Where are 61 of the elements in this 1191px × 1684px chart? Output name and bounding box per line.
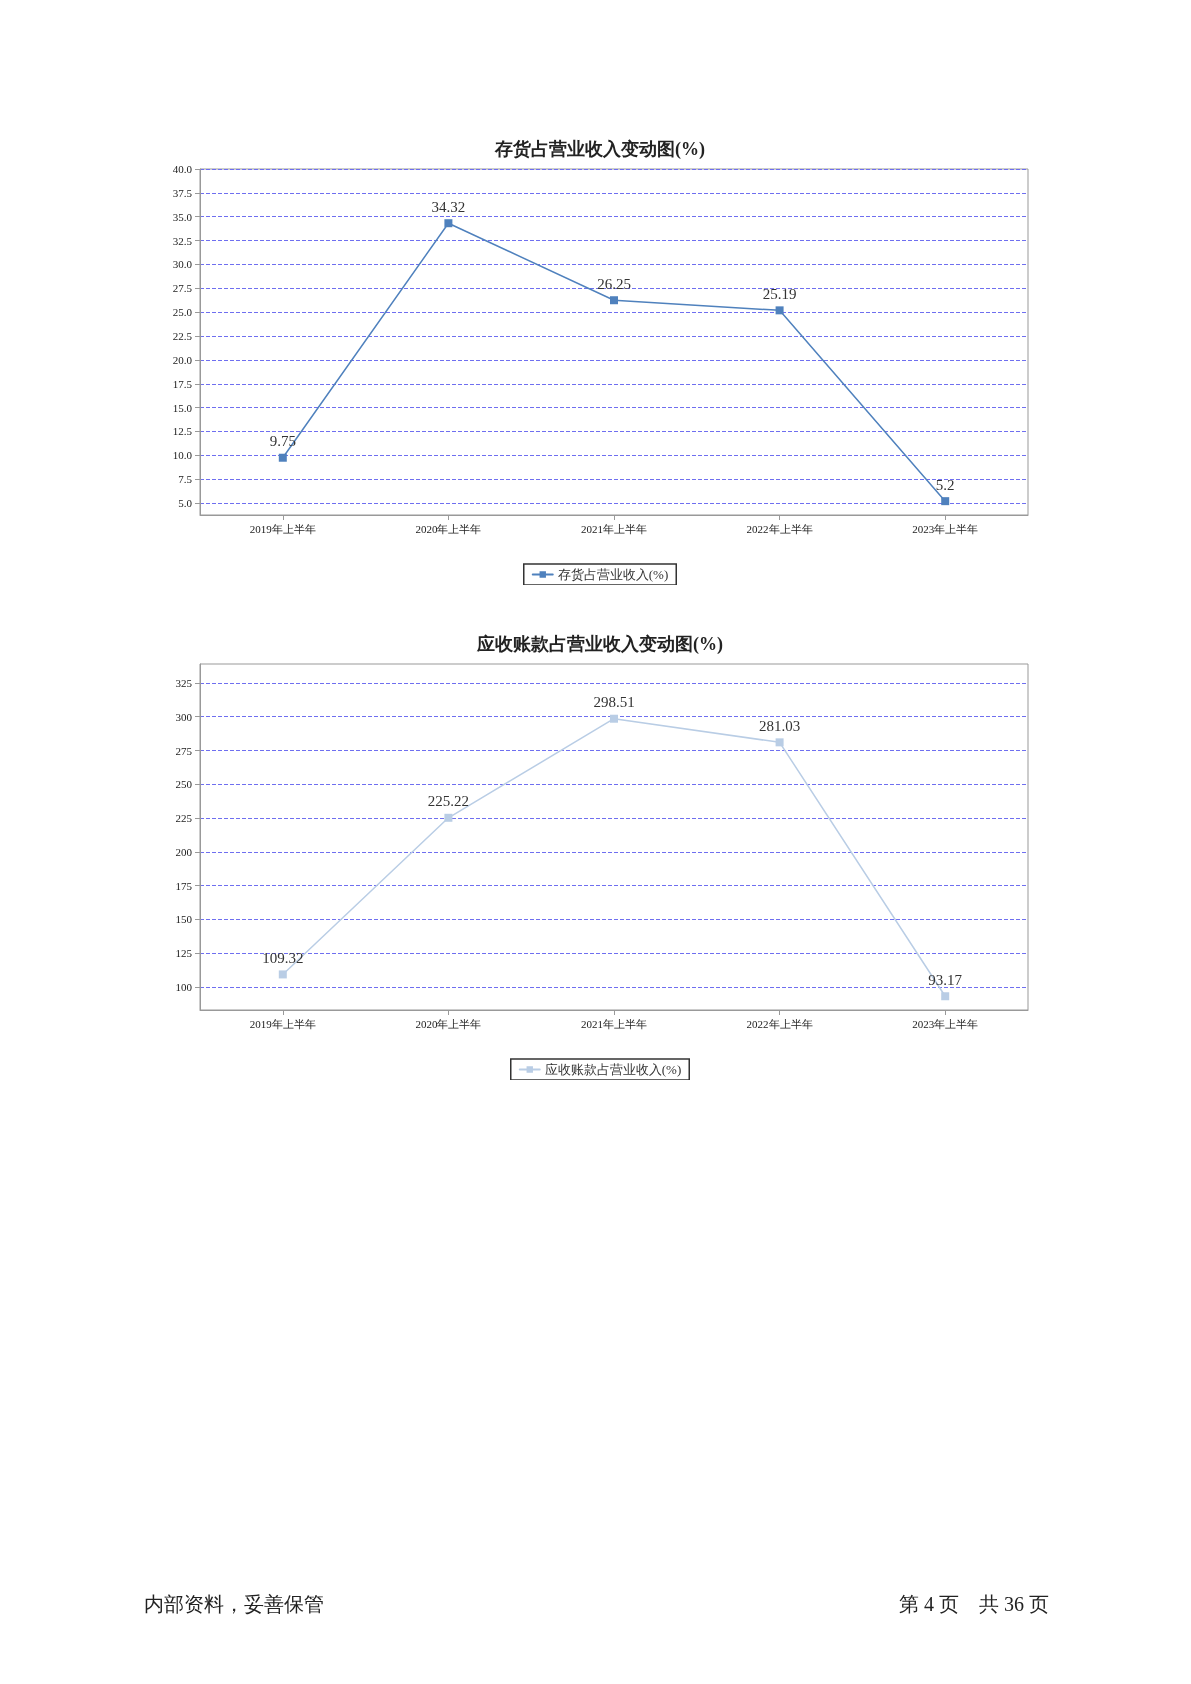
data-label: 281.03 bbox=[758, 717, 801, 734]
x-tick-label: 2019年上半年 bbox=[249, 1017, 316, 1030]
x-tick-label: 2020年上半年 bbox=[415, 1017, 482, 1030]
x-tick-label: 2023年上半年 bbox=[912, 1017, 979, 1030]
y-tick-label: 100 bbox=[175, 981, 193, 994]
y-tick-label: 5.0 bbox=[178, 497, 193, 510]
y-tick-label: 275 bbox=[175, 744, 193, 757]
y-tick-label: 35.0 bbox=[172, 210, 193, 223]
legend-label: 存货占营业收入(%) bbox=[557, 567, 669, 582]
y-tick-label: 325 bbox=[175, 676, 193, 689]
y-tick-label: 175 bbox=[175, 879, 193, 892]
x-tick-label: 2021年上半年 bbox=[581, 1017, 647, 1030]
legend-label: 应收账款占营业收入(%) bbox=[544, 1062, 682, 1077]
y-tick-label: 30.0 bbox=[172, 258, 193, 271]
y-tick-label: 10.0 bbox=[172, 449, 193, 462]
data-label: 9.75 bbox=[269, 433, 296, 450]
point bbox=[610, 296, 618, 305]
data-label: 5.2 bbox=[935, 476, 955, 493]
x-tick-label: 2020年上半年 bbox=[415, 522, 482, 535]
y-tick-label: 150 bbox=[175, 913, 193, 926]
data-label: 93.17 bbox=[928, 971, 963, 988]
point bbox=[941, 497, 950, 506]
x-tick-label: 2019年上半年 bbox=[249, 522, 316, 535]
point bbox=[941, 992, 950, 1001]
chart-title: 存货占营业收入变动图(%) bbox=[494, 139, 705, 160]
y-tick-label: 15.0 bbox=[172, 401, 193, 414]
chart-title: 应收账款占营业收入变动图(%) bbox=[476, 634, 723, 655]
point bbox=[775, 738, 784, 747]
y-tick-label: 37.5 bbox=[172, 186, 193, 199]
y-tick-label: 225 bbox=[175, 812, 193, 825]
text: 内部资料，妥善保管 bbox=[144, 1592, 324, 1617]
y-tick-label: 125 bbox=[175, 947, 193, 960]
y-tick-label: 7.5 bbox=[178, 473, 193, 486]
data-label: 298.51 bbox=[593, 694, 635, 711]
x-tick-label: 2022年上半年 bbox=[746, 522, 813, 535]
point bbox=[278, 453, 287, 462]
data-label: 26.25 bbox=[597, 275, 631, 292]
y-tick-label: 17.5 bbox=[172, 377, 193, 390]
y-tick-label: 32.5 bbox=[172, 234, 193, 247]
y-tick-label: 22.5 bbox=[172, 330, 193, 343]
x-tick-label: 2023年上半年 bbox=[912, 522, 979, 535]
y-tick-label: 300 bbox=[175, 710, 193, 723]
y-tick-label: 20.0 bbox=[172, 353, 193, 366]
data-label: 25.19 bbox=[762, 285, 797, 302]
data-label: 225.22 bbox=[427, 793, 470, 810]
point bbox=[610, 714, 618, 723]
y-tick-label: 40.0 bbox=[172, 163, 193, 175]
x-tick-label: 2021年上半年 bbox=[581, 522, 647, 535]
y-tick-label: 25.0 bbox=[172, 306, 193, 319]
point bbox=[444, 219, 453, 228]
y-tick-label: 250 bbox=[175, 778, 193, 791]
y-tick-label: 12.5 bbox=[172, 425, 193, 438]
point bbox=[444, 813, 453, 822]
text: 第 4 页 共 36 页 bbox=[899, 1592, 1049, 1617]
y-tick-label: 27.5 bbox=[172, 282, 193, 295]
point bbox=[775, 306, 784, 315]
point bbox=[278, 970, 287, 979]
data-label: 34.32 bbox=[431, 198, 466, 215]
y-tick-label: 200 bbox=[175, 845, 193, 858]
x-tick-label: 2022年上半年 bbox=[746, 1017, 813, 1030]
data-label: 109.32 bbox=[262, 949, 304, 966]
